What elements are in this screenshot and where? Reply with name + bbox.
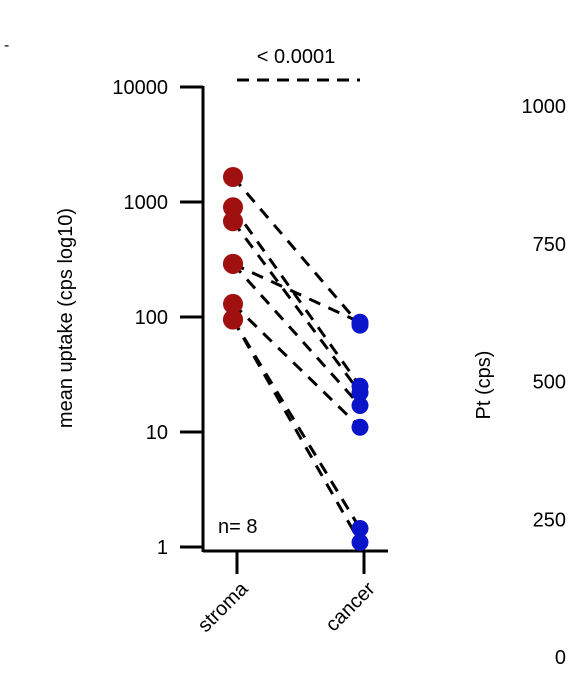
- right-chart: 0 250 500 750 1000 Pt (cps): [473, 96, 566, 669]
- point-stroma: [223, 253, 243, 274]
- point-cancer: [351, 313, 369, 331]
- y-tick-label: 100: [135, 307, 168, 329]
- x-ticks: stroma cancer: [194, 551, 380, 637]
- point-cancer: [351, 533, 369, 551]
- point-cancer: [351, 396, 369, 414]
- pair-line: [231, 220, 362, 394]
- pair-line: [231, 206, 362, 388]
- y-tick-label: 1000: [124, 192, 169, 214]
- y-tick-label: 10: [146, 422, 168, 444]
- left-chart: 1 10 100 1000 10000 stroma cancer mean uptake…: [55, 46, 388, 637]
- point-stroma: [223, 197, 243, 218]
- corner-mark: -: [4, 37, 9, 54]
- point-stroma: [223, 293, 243, 314]
- pair-line: [231, 318, 362, 530]
- x-tick-label-cancer: cancer: [322, 578, 380, 636]
- pair-line: [231, 302, 362, 429]
- y-tick-label: 1: [157, 537, 168, 559]
- pair-line: [231, 318, 362, 543]
- y2-tick-label: 250: [533, 509, 566, 531]
- y2-tick-label: 1000: [522, 96, 567, 118]
- point-cancer: [351, 418, 369, 436]
- data-points: [223, 166, 369, 551]
- y2-tick-label: 750: [533, 234, 566, 256]
- point-stroma: [223, 166, 243, 187]
- y2-tick-label: 0: [555, 647, 566, 669]
- pair-line: [231, 176, 362, 327]
- pair-lines: [231, 176, 362, 543]
- point-cancer: [351, 384, 369, 402]
- y2-tick-label: 500: [533, 372, 566, 394]
- y-ticks: 1 10 100 1000 10000: [112, 77, 203, 559]
- n-label: n= 8: [218, 516, 257, 538]
- pair-line: [232, 262, 361, 324]
- y2-axis-title: Pt (cps): [473, 351, 495, 420]
- point-stroma: [223, 211, 243, 232]
- x-tick-label-stroma: stroma: [194, 577, 253, 636]
- y-tick-label: 10000: [112, 77, 168, 99]
- p-value-label: < 0.0001: [257, 46, 335, 68]
- y2-tick-labels: 0 250 500 750 1000: [522, 96, 567, 669]
- y-axis-title: mean uptake (cps log10): [55, 208, 77, 428]
- pair-line: [231, 262, 362, 407]
- point-cancer: [351, 519, 369, 537]
- point-stroma: [223, 309, 243, 330]
